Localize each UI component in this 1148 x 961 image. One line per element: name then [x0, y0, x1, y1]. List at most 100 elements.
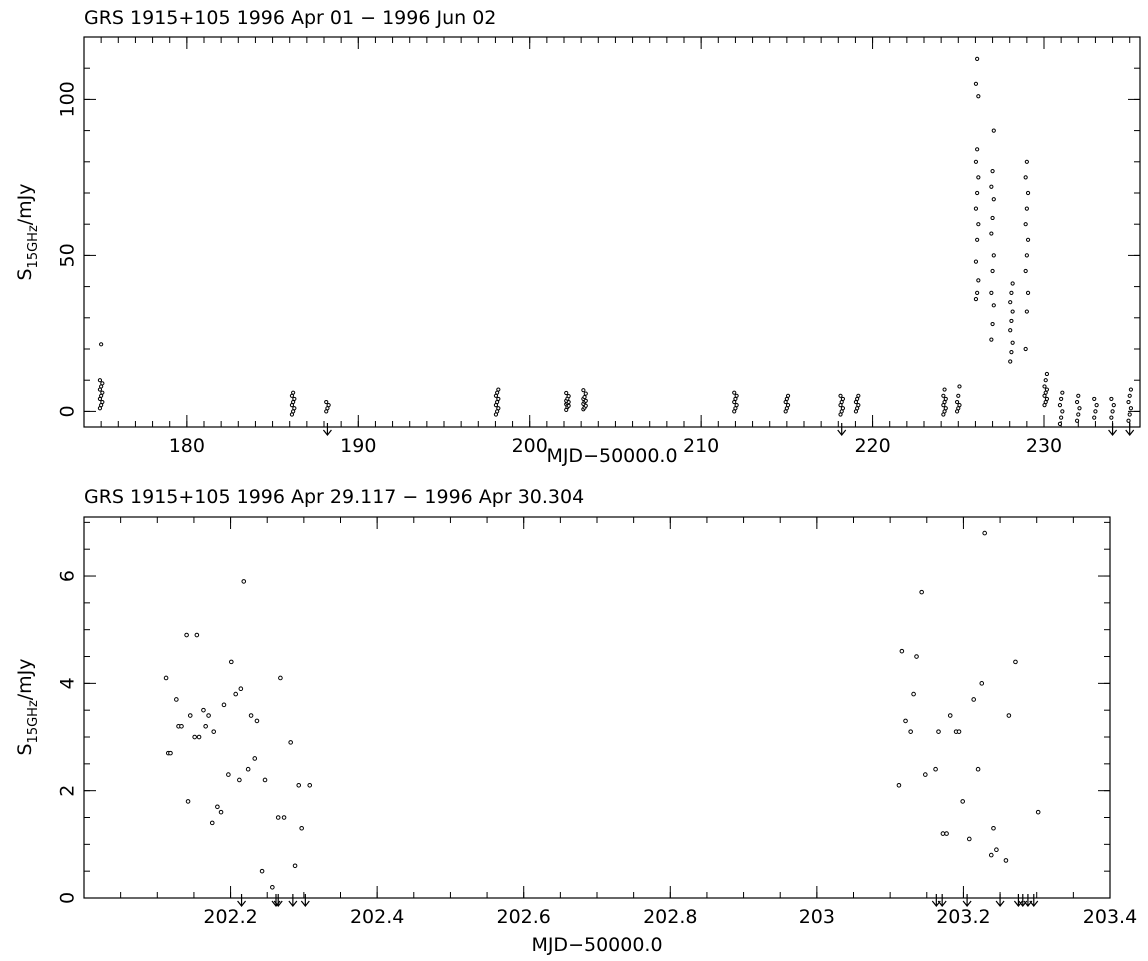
data-point [1024, 159, 1029, 164]
panel-bottom: GRS 1915+105 1996 Apr 29.117 − 1996 Apr … [14, 486, 1137, 956]
data-point [973, 206, 979, 211]
panel-bottom-x-tick-labels: 202.2 202.4 202.6 202.8 203 203.2 203.4 [203, 906, 1137, 928]
data-point [233, 691, 239, 697]
data-point [989, 290, 994, 295]
data-point [896, 783, 902, 788]
panel-top-title: GRS 1915+105 1996 Apr 01 − 1996 Jun 02 [84, 7, 496, 29]
data-point [252, 756, 258, 761]
panel-top-x-axis-label: MJD−50000.0 [546, 445, 677, 467]
data-point [1008, 328, 1013, 333]
panel-top-x-tick-label: 230 [1026, 435, 1062, 457]
panel-bottom-plot-frame [83, 516, 1111, 899]
data-point [990, 215, 995, 221]
data-point [209, 820, 215, 826]
panel-top: GRS 1915+105 1996 Apr 01 − 1996 Jun 02 1… [14, 7, 1141, 467]
data-point [1111, 403, 1116, 408]
data-point [1013, 659, 1018, 665]
data-point [1126, 418, 1131, 423]
data-point [1024, 309, 1029, 314]
data-point [192, 734, 197, 740]
data-point [1024, 206, 1029, 211]
data-point [1035, 809, 1041, 815]
data-point [496, 406, 501, 411]
data-point [241, 579, 247, 584]
panel-top-y-tick-label: 50 [57, 243, 79, 267]
data-point [1093, 409, 1098, 414]
data-point [174, 697, 179, 702]
upper-limit-arrow-head [1029, 900, 1039, 907]
panel-bottom-x-tick-label: 203 [799, 906, 835, 928]
data-point [988, 852, 994, 858]
data-point [196, 734, 202, 740]
panel-bottom-upper-limits [237, 894, 1039, 907]
data-point [973, 81, 979, 86]
data-point [954, 399, 960, 405]
data-point [856, 403, 861, 408]
data-point [97, 378, 103, 383]
data-point [973, 296, 979, 302]
data-point [292, 406, 297, 411]
data-point [307, 783, 313, 788]
data-point [976, 278, 981, 283]
data-point [229, 659, 234, 665]
data-point [991, 128, 996, 133]
upper-limit-arrow-head [1108, 429, 1118, 436]
data-point [979, 681, 985, 686]
data-point [1042, 384, 1047, 389]
data-point [496, 396, 501, 402]
data-point [990, 169, 995, 174]
upper-limit-arrow-head [995, 900, 1005, 907]
data-point [1074, 399, 1080, 405]
data-point [1024, 253, 1029, 258]
data-point [989, 231, 994, 236]
data-point [215, 804, 220, 810]
panel-bottom-y-axis-label-sub: 15GHz [26, 700, 41, 743]
data-point [989, 184, 994, 189]
data-point [975, 147, 980, 152]
data-point [899, 648, 905, 654]
data-point [278, 675, 283, 681]
data-point [975, 190, 980, 196]
data-point [1043, 378, 1048, 383]
data-point [1092, 415, 1097, 420]
data-point [1025, 190, 1031, 196]
data-point [270, 884, 275, 890]
panel-bottom-x-tick-label: 203.2 [936, 906, 990, 928]
data-point [254, 718, 260, 724]
data-point [206, 713, 211, 718]
data-point [184, 632, 189, 638]
data-point [291, 390, 296, 395]
data-point [1059, 415, 1064, 420]
panel-bottom-ticks [83, 517, 1111, 899]
data-point [179, 723, 184, 729]
panel-top-y-tick-label: 100 [57, 81, 79, 117]
data-point [956, 729, 962, 734]
panel-top-x-tick-label: 190 [340, 435, 376, 457]
panel-top-x-tick-label: 180 [169, 435, 205, 457]
data-point [201, 707, 206, 713]
data-point [1060, 409, 1065, 414]
data-point [991, 825, 996, 831]
panel-top-y-axis-label-sub: 15GHz [26, 225, 41, 268]
data-point [1057, 421, 1063, 426]
data-point [566, 394, 571, 399]
panel-bottom-y-axis-label-unit: /mJy [14, 658, 36, 700]
data-point [262, 777, 268, 783]
panel-bottom-x-tick-label: 202.6 [497, 906, 551, 928]
data-point [238, 686, 244, 692]
upper-limit-arrow-head [962, 900, 972, 907]
data-point [732, 390, 737, 395]
upper-limit-arrow-head [237, 900, 247, 907]
data-point [187, 713, 193, 718]
data-point [911, 691, 916, 697]
data-point [966, 836, 972, 842]
data-point [100, 381, 105, 386]
panel-bottom-x-tick-label: 203.4 [1083, 906, 1137, 928]
data-point [259, 868, 265, 874]
data-point [991, 253, 996, 258]
data-point [1010, 281, 1015, 286]
upper-limit-arrow-head [1013, 900, 1023, 907]
data-point [990, 268, 995, 274]
data-point [989, 337, 994, 342]
